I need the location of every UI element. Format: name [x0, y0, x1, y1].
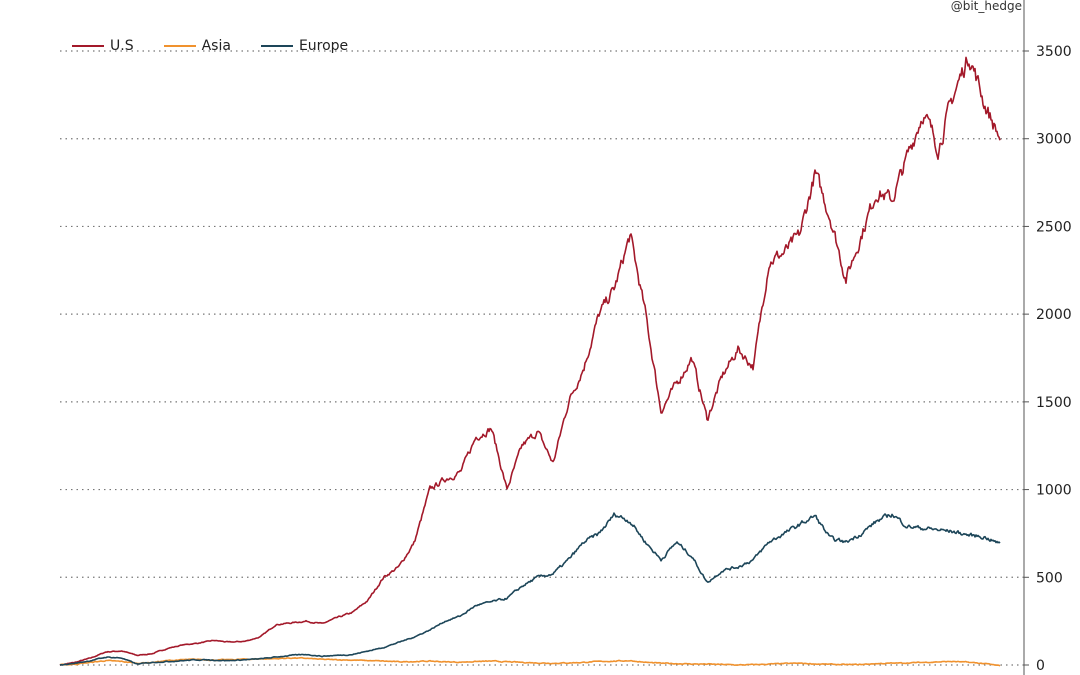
- y-tick-label-2500: 2500: [1036, 219, 1072, 235]
- series-lines: [59, 56, 1001, 667]
- legend-item-us: U.S: [72, 38, 134, 54]
- legend-item-europe: Europe: [260, 38, 349, 54]
- gridlines: [60, 50, 1024, 666]
- series-line-europe: [59, 512, 1001, 666]
- y-tick-label-1500: 1500: [1036, 395, 1072, 411]
- y-axis-ticks: 0 500 1000 1500 2000 2500 3000 3500: [1024, 44, 1072, 674]
- legend-swatch-asia: [163, 45, 196, 47]
- legend-label-europe: Europe: [298, 38, 349, 54]
- y-tick-label-3000: 3000: [1036, 132, 1072, 148]
- y-tick-label-2000: 2000: [1036, 307, 1072, 323]
- legend-label-asia: Asia: [201, 38, 231, 54]
- legend-swatch-europe: [260, 45, 293, 47]
- legend-item-asia: Asia: [163, 38, 231, 54]
- legend-swatch-us: [72, 45, 104, 47]
- y-tick-label-500: 500: [1036, 570, 1063, 586]
- series-line-us: [59, 56, 1001, 667]
- y-tick-label-0: 0: [1036, 658, 1045, 674]
- y-tick-label-1000: 1000: [1036, 483, 1072, 499]
- credit-label: @bit_hedge: [950, 0, 1022, 13]
- legend: U.S Asia Europe: [72, 38, 378, 54]
- series-line-asia: [59, 656, 1001, 667]
- legend-label-us: U.S: [110, 38, 134, 54]
- y-tick-label-3500: 3500: [1036, 44, 1072, 60]
